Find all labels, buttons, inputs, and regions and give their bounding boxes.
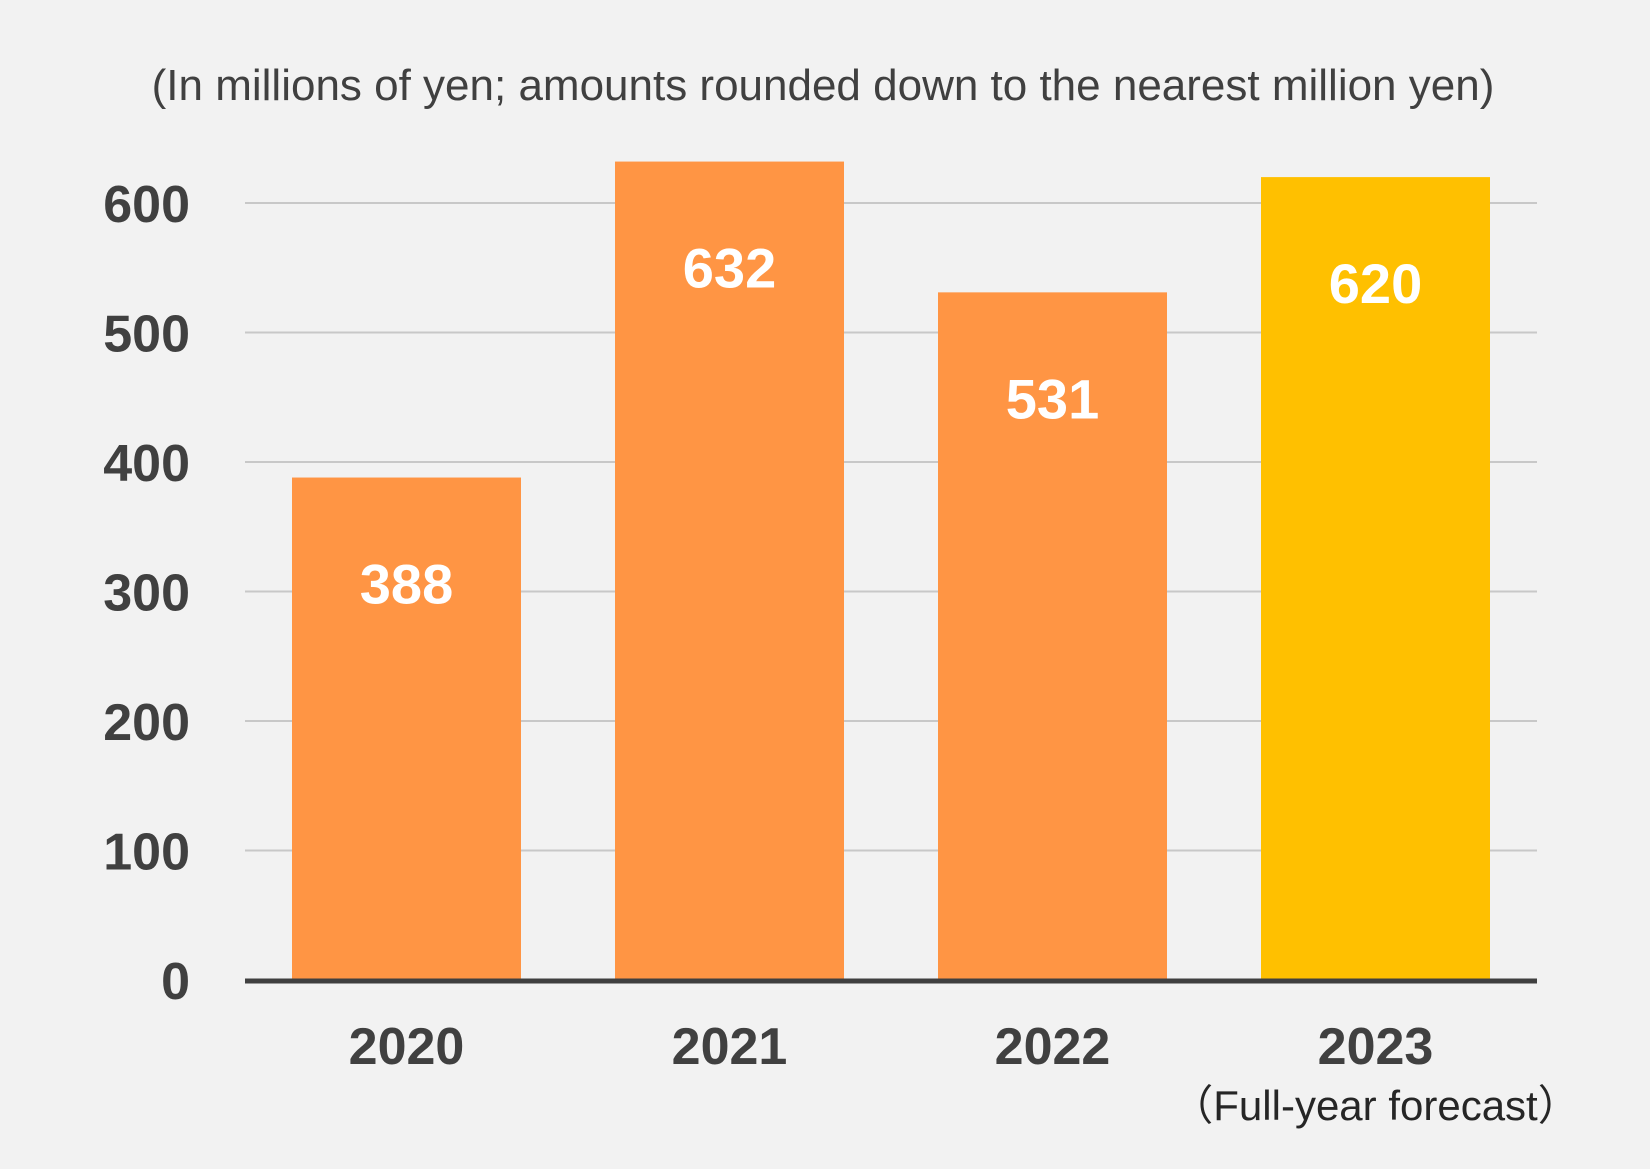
y-tick-label: 0 — [161, 953, 190, 1011]
value-label: 620 — [1329, 252, 1422, 315]
x-axis-labels: 2020 2021 2022 2023 （Full-year forecast） — [349, 1018, 1580, 1129]
chart-subtitle: (In millions of yen; amounts rounded dow… — [152, 61, 1495, 110]
category-label: 2023 — [1318, 1018, 1434, 1076]
bar — [615, 161, 844, 980]
category-label: 2021 — [672, 1018, 788, 1076]
y-tick-label: 600 — [103, 176, 190, 234]
value-labels: 388 632 531 620 — [360, 237, 1422, 616]
y-tick-label: 200 — [103, 694, 190, 752]
value-label: 388 — [360, 553, 453, 616]
y-tick-label: 300 — [103, 565, 190, 623]
category-note: （Full-year forecast） — [1171, 1082, 1579, 1129]
category-label: 2020 — [349, 1018, 465, 1076]
bar — [938, 292, 1167, 981]
value-label: 632 — [683, 237, 776, 300]
y-tick-label: 500 — [103, 306, 190, 364]
bars — [292, 161, 1490, 981]
bar — [292, 477, 521, 980]
category-label: 2022 — [995, 1018, 1111, 1076]
y-axis-ticks: 0 100 200 300 400 500 600 — [103, 176, 190, 1011]
y-tick-label: 100 — [103, 824, 190, 882]
value-label: 531 — [1006, 367, 1099, 430]
bar — [1261, 177, 1490, 981]
y-tick-label: 400 — [103, 435, 190, 493]
